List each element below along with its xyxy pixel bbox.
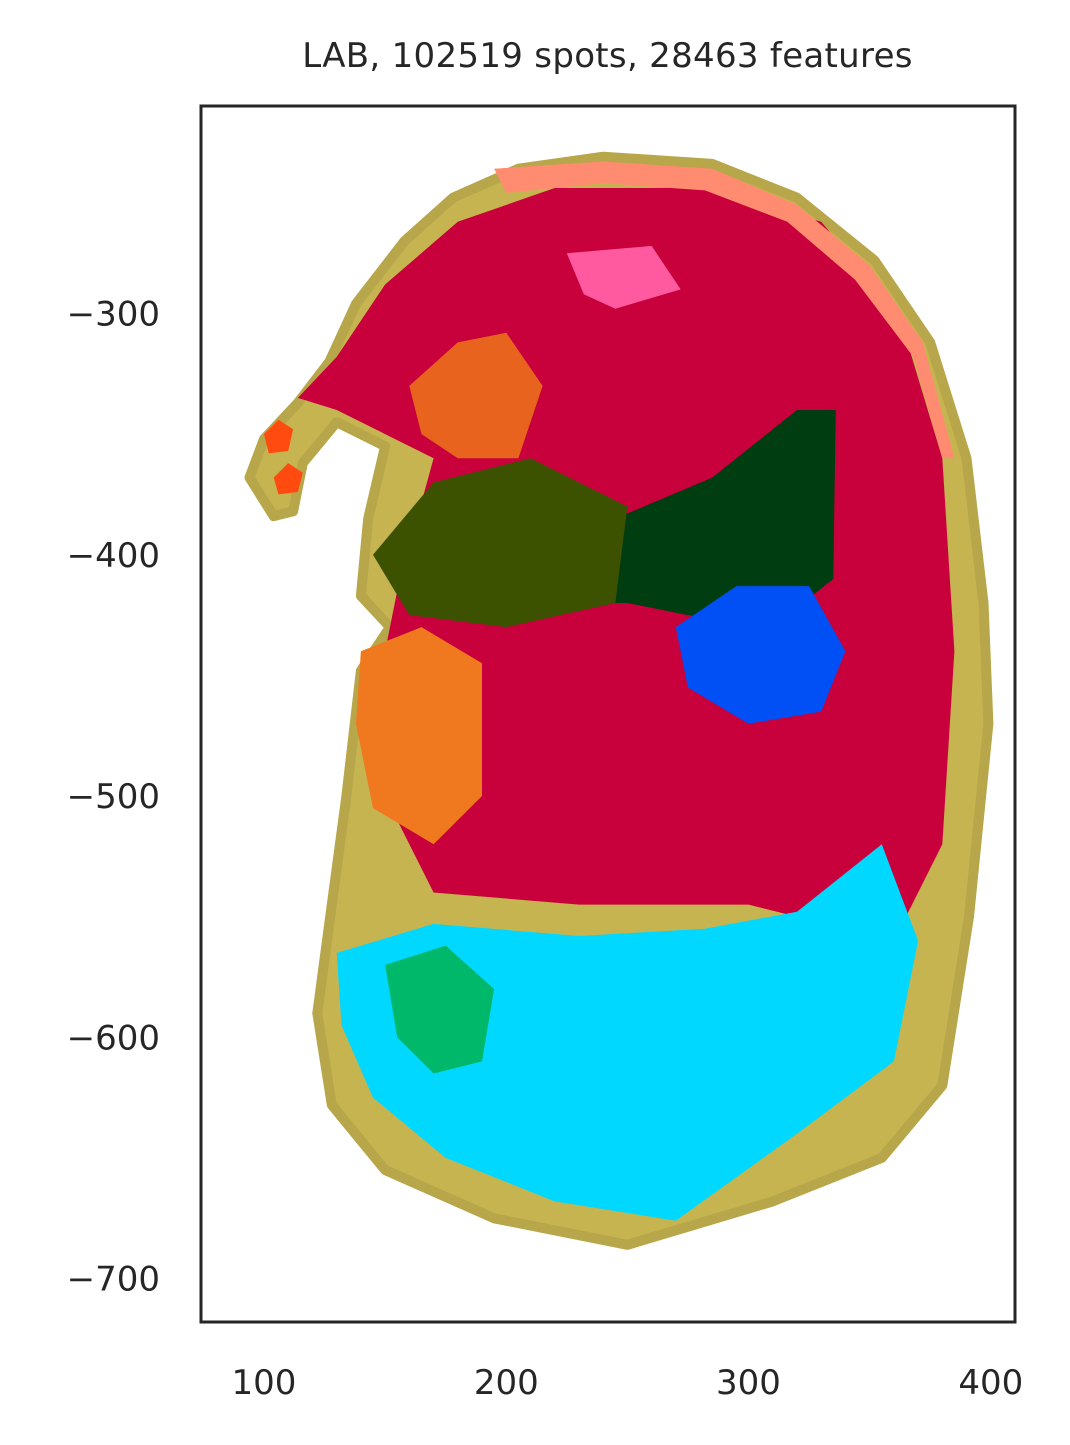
y-tick-label: −500 [67,777,160,817]
x-tick-label: 200 [474,1363,539,1403]
region-tail-orange [409,332,543,459]
x-tick-label: 400 [958,1363,1023,1403]
region-lower-orange [356,627,482,845]
region-upper-organ-olive [373,458,628,628]
region-heart-blue [675,586,846,724]
region-liver-dark [554,410,836,628]
x-tick-label: 300 [716,1363,781,1403]
chart-title: LAB, 102519 spots, 28463 features [302,36,913,76]
x-axis-ticks: 100 200 300 400 [232,1363,1024,1403]
region-brain-green [385,945,495,1074]
y-tick-label: −600 [67,1018,160,1058]
tissue-regions [244,151,994,1250]
region-tail-tip-orange-2 [273,463,303,495]
region-pink-stripe [566,245,681,309]
y-tick-label: −400 [67,536,160,576]
axes-frame [199,104,1017,1324]
y-tick-label: −300 [67,295,160,335]
y-tick-label: −700 [67,1260,160,1300]
region-tail-tip-orange-1 [264,419,294,454]
region-cortex-cyan [336,844,919,1221]
y-axis-ticks: −300 −400 −500 −600 −700 [67,295,160,1300]
x-tick-label: 100 [232,1363,297,1403]
